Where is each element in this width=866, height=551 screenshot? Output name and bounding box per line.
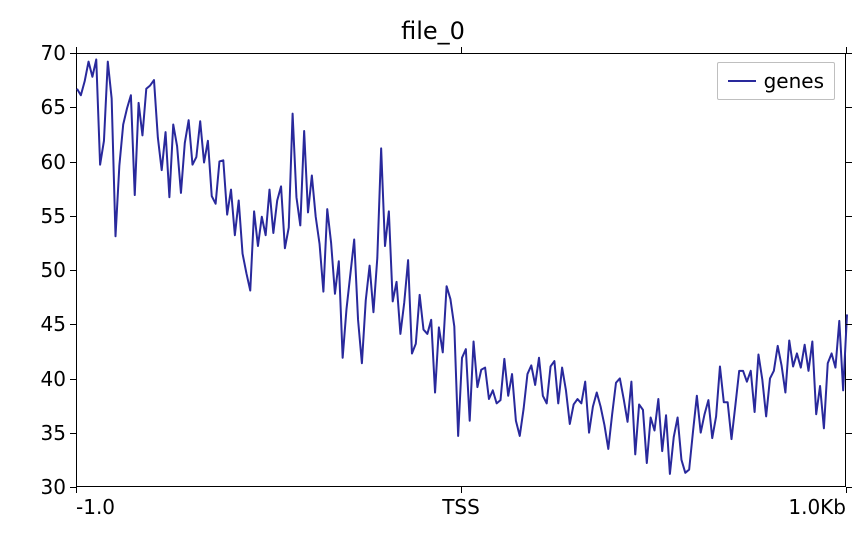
y-tick-label: 35	[16, 421, 66, 445]
plot-area: genes	[76, 53, 846, 487]
y-tick-label: 40	[16, 367, 66, 391]
legend-swatch	[728, 80, 756, 82]
y-tick-mark-right	[846, 216, 852, 217]
y-tick-label: 60	[16, 150, 66, 174]
y-tick-label: 50	[16, 258, 66, 282]
y-tick-mark	[70, 107, 76, 108]
y-tick-mark-right	[846, 433, 852, 434]
y-tick-mark-right	[846, 379, 852, 380]
y-tick-mark-right	[846, 324, 852, 325]
x-tick-label: -1.0	[76, 495, 196, 519]
series-line-genes	[77, 59, 847, 473]
legend-label: genes	[764, 69, 824, 93]
x-tick-label: TSS	[401, 495, 521, 519]
x-tick-mark-top	[461, 47, 462, 53]
y-tick-label: 30	[16, 475, 66, 499]
y-tick-mark-right	[846, 270, 852, 271]
y-tick-mark	[70, 162, 76, 163]
y-tick-mark	[70, 324, 76, 325]
y-tick-mark-right	[846, 162, 852, 163]
figure: file_0 genes 30 35 40 45 50 55 60 65 70 -1.0 TSS 1…	[0, 0, 866, 551]
y-tick-label: 70	[16, 41, 66, 65]
y-tick-mark-right	[846, 107, 852, 108]
y-tick-mark-right	[846, 53, 852, 54]
x-tick-mark	[846, 487, 847, 493]
x-tick-mark-top	[846, 47, 847, 53]
y-tick-mark	[70, 216, 76, 217]
y-tick-mark	[70, 379, 76, 380]
x-tick-mark	[461, 487, 462, 493]
y-tick-mark	[70, 53, 76, 54]
chart-title: file_0	[0, 17, 866, 45]
y-tick-label: 45	[16, 312, 66, 336]
legend: genes	[717, 62, 835, 100]
y-tick-label: 55	[16, 204, 66, 228]
x-tick-mark	[76, 487, 77, 493]
x-tick-label: 1.0Kb	[726, 495, 846, 519]
y-tick-label: 65	[16, 95, 66, 119]
y-tick-mark	[70, 270, 76, 271]
y-tick-mark	[70, 433, 76, 434]
x-tick-mark-top	[76, 47, 77, 53]
series-svg	[77, 54, 847, 488]
